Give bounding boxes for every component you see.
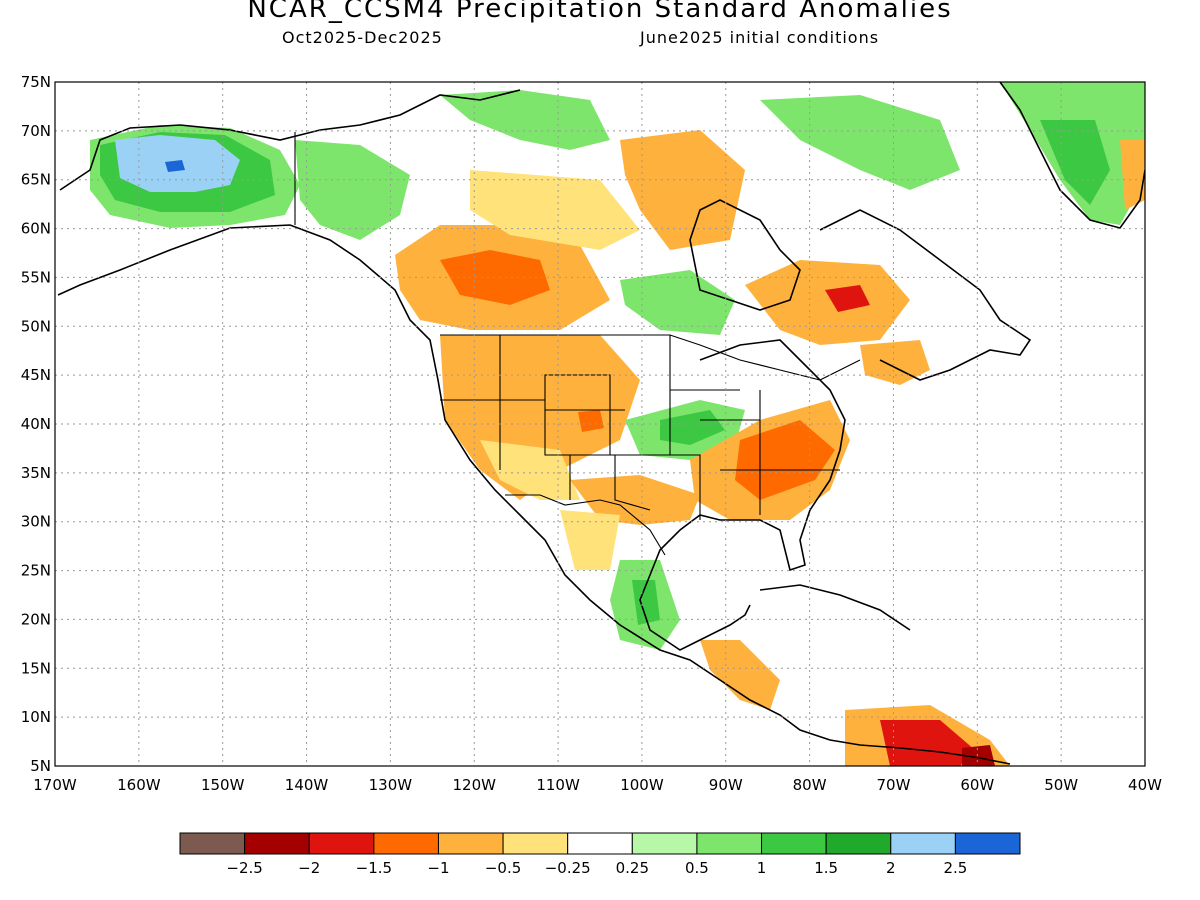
lon-tick-label: 40W: [1128, 776, 1162, 794]
anomaly-area-quebec: [745, 260, 910, 345]
lat-tick-label: 30N: [21, 513, 51, 531]
colorbar-label: 0.5: [685, 859, 709, 877]
colorbar-swatch: [696, 832, 763, 855]
lon-tick-label: 140W: [285, 776, 329, 794]
lat-tick-label: 5N: [30, 757, 51, 775]
lat-tick-label: 10N: [21, 708, 51, 726]
forecast-period: Oct2025-Dec2025: [282, 28, 443, 47]
anomaly-area-ontario: [620, 270, 735, 335]
anomaly-area-midwest-strong: [660, 410, 725, 445]
colorbar-swatch: [373, 832, 439, 855]
lon-tick-label: 130W: [369, 776, 413, 794]
lon-tick-label: 90W: [709, 776, 743, 794]
colorbar-swatch: [825, 832, 892, 855]
lat-tick-label: 25N: [21, 562, 51, 580]
colorbar-label: −2: [298, 859, 320, 877]
lat-tick-label: 15N: [21, 659, 51, 677]
lat-tick-label: 40N: [21, 415, 51, 433]
colorbar-label: 2.5: [943, 859, 967, 877]
lat-tick-label: 50N: [21, 317, 51, 335]
anomaly-area-maritimes: [860, 340, 930, 385]
colorbar-label: −0.5: [485, 859, 521, 877]
lon-tick-label: 120W: [452, 776, 496, 794]
colorbar: [179, 832, 1021, 855]
anomaly-area-south-america-core: [880, 720, 975, 766]
colorbar-swatch: [567, 832, 633, 855]
anomaly-area-greenland-strong: [1040, 120, 1110, 205]
anomaly-area-arctic-green: [440, 90, 610, 150]
anomaly-area-texas: [570, 475, 700, 525]
lon-tick-label: 50W: [1044, 776, 1078, 794]
colorbar-swatch: [890, 832, 956, 855]
political-borders: [294, 132, 861, 556]
colorbar-swatch: [954, 832, 1021, 855]
colorbar-swatch: [502, 832, 569, 855]
lat-tick-label: 35N: [21, 464, 51, 482]
anomaly-area-greenland-dry: [1120, 140, 1145, 210]
lon-tick-label: 60W: [960, 776, 994, 794]
anomaly-area-guiana-core: [962, 745, 995, 766]
lon-tick-label: 110W: [536, 776, 580, 794]
colorbar-swatch: [761, 832, 827, 855]
colorbar-labels: −2.5 −2 −1.5 −1 −0.5 −0.25 0.25 0.5 1 1.5 2 2.5: [226, 859, 967, 877]
anomaly-area-colorado-core: [578, 410, 604, 432]
map-title: NCAR_CCSM4 Precipitation Standard Anomal…: [247, 0, 953, 24]
colorbar-label: −1.5: [356, 859, 392, 877]
lat-tick-label: 45N: [21, 366, 51, 384]
anomaly-area-labrador-core: [825, 285, 870, 312]
lon-tick-label: 160W: [117, 776, 161, 794]
colorbar-swatch: [244, 832, 310, 855]
lon-tick-label: 150W: [201, 776, 245, 794]
lon-tick-label: 170W: [33, 776, 77, 794]
lat-tick-label: 55N: [21, 268, 51, 286]
lon-tick-label: 100W: [620, 776, 664, 794]
colorbar-label: −2.5: [226, 859, 262, 877]
lat-tick-label: 60N: [21, 220, 51, 238]
anomaly-area-central-america: [700, 640, 780, 710]
colorbar-swatch: [631, 832, 698, 855]
longitude-labels: 170W 160W 150W 140W 130W 120W 110W 100W 90W 80W 70…: [33, 776, 1162, 794]
anomaly-area-yukon: [295, 140, 410, 240]
lat-tick-label: 75N: [21, 73, 51, 91]
colorbar-label: −0.25: [545, 859, 591, 877]
anomaly-area-nunavut: [620, 130, 745, 250]
anomaly-area-mexico-east-strong: [632, 580, 660, 625]
colorbar-swatch: [437, 832, 504, 855]
plot-frame: [54, 81, 1146, 767]
colorbar-label: 2: [886, 859, 896, 877]
coastlines: [57, 82, 1145, 765]
anomaly-area-alaska-dark-blue: [165, 160, 185, 172]
colorbar-swatch: [308, 832, 375, 855]
colorbar-label: 1: [757, 859, 767, 877]
lon-tick-label: 80W: [793, 776, 827, 794]
lat-tick-label: 20N: [21, 610, 51, 628]
colorbar-swatch: [179, 832, 246, 855]
lon-tick-label: 70W: [877, 776, 911, 794]
graticule: [55, 82, 1145, 766]
lat-tick-label: 65N: [21, 171, 51, 189]
colorbar-label: 0.25: [616, 859, 649, 877]
colorbar-label: −1: [427, 859, 449, 877]
anomaly-area-yellow-arctic: [470, 170, 640, 250]
lat-tick-label: 70N: [21, 122, 51, 140]
anomaly-area-mexico-north: [560, 510, 620, 570]
initial-conditions: June2025 initial conditions: [640, 28, 880, 47]
colorbar-label: 1.5: [814, 859, 838, 877]
latitude-labels: 75N 70N 65N 60N 55N 50N 45N 40N 35N 30N 25N 20N 15N 1…: [21, 73, 51, 775]
